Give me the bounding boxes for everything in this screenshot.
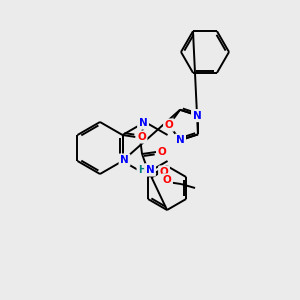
Text: O: O — [160, 167, 168, 177]
Text: N: N — [120, 155, 129, 165]
Text: H: H — [138, 165, 146, 175]
Text: N: N — [176, 135, 184, 145]
Text: O: O — [137, 132, 146, 142]
Text: O: O — [158, 147, 167, 157]
Text: N: N — [193, 111, 201, 121]
Text: O: O — [163, 175, 171, 185]
Text: N: N — [139, 118, 147, 128]
Text: O: O — [165, 120, 173, 130]
Text: N: N — [146, 165, 154, 175]
